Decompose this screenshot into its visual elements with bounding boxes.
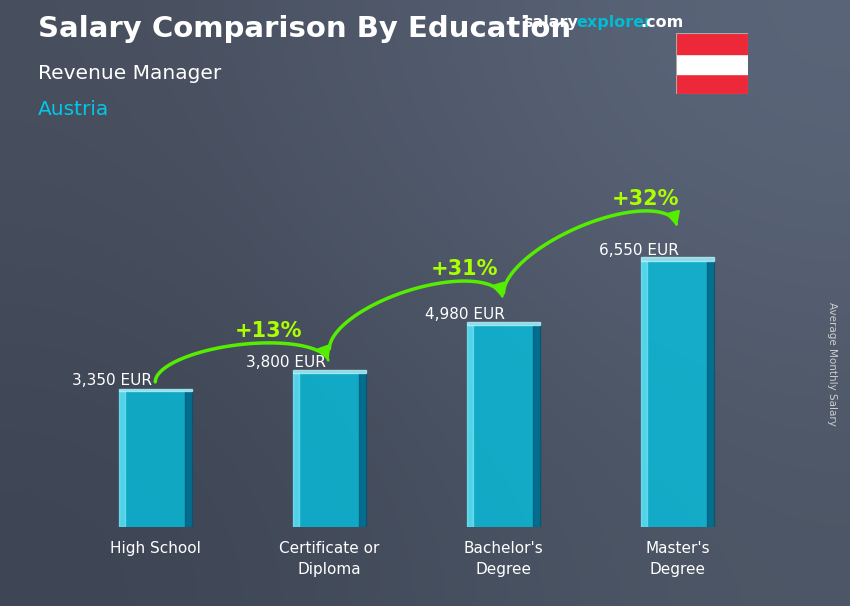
Text: Revenue Manager: Revenue Manager [38,64,222,82]
Bar [467,322,540,325]
Bar [184,391,192,527]
Bar [119,391,125,527]
Bar [119,391,192,527]
Text: 3,350 EUR: 3,350 EUR [71,373,152,388]
Text: explorer: explorer [576,15,653,30]
Bar [641,257,714,261]
Bar [467,325,473,527]
Text: +13%: +13% [235,321,302,341]
Text: salary: salary [523,15,578,30]
Text: +31%: +31% [431,259,498,279]
Bar [676,74,748,94]
Text: 4,980 EUR: 4,980 EUR [425,307,505,322]
Text: Austria: Austria [38,100,110,119]
Bar [641,261,647,527]
Bar [641,261,714,527]
Bar [293,373,298,527]
Bar [676,33,748,53]
Bar [467,325,540,527]
Bar [293,370,366,373]
Bar [707,261,714,527]
Text: Salary Comparison By Education: Salary Comparison By Education [38,15,571,43]
Text: Average Monthly Salary: Average Monthly Salary [827,302,837,425]
Bar [676,53,748,74]
Bar [359,373,366,527]
Text: 3,800 EUR: 3,800 EUR [246,355,326,370]
Text: .com: .com [640,15,683,30]
Text: 6,550 EUR: 6,550 EUR [599,243,679,258]
Bar [293,373,366,527]
Bar [533,325,540,527]
Bar [119,389,192,391]
Text: +32%: +32% [612,189,679,209]
